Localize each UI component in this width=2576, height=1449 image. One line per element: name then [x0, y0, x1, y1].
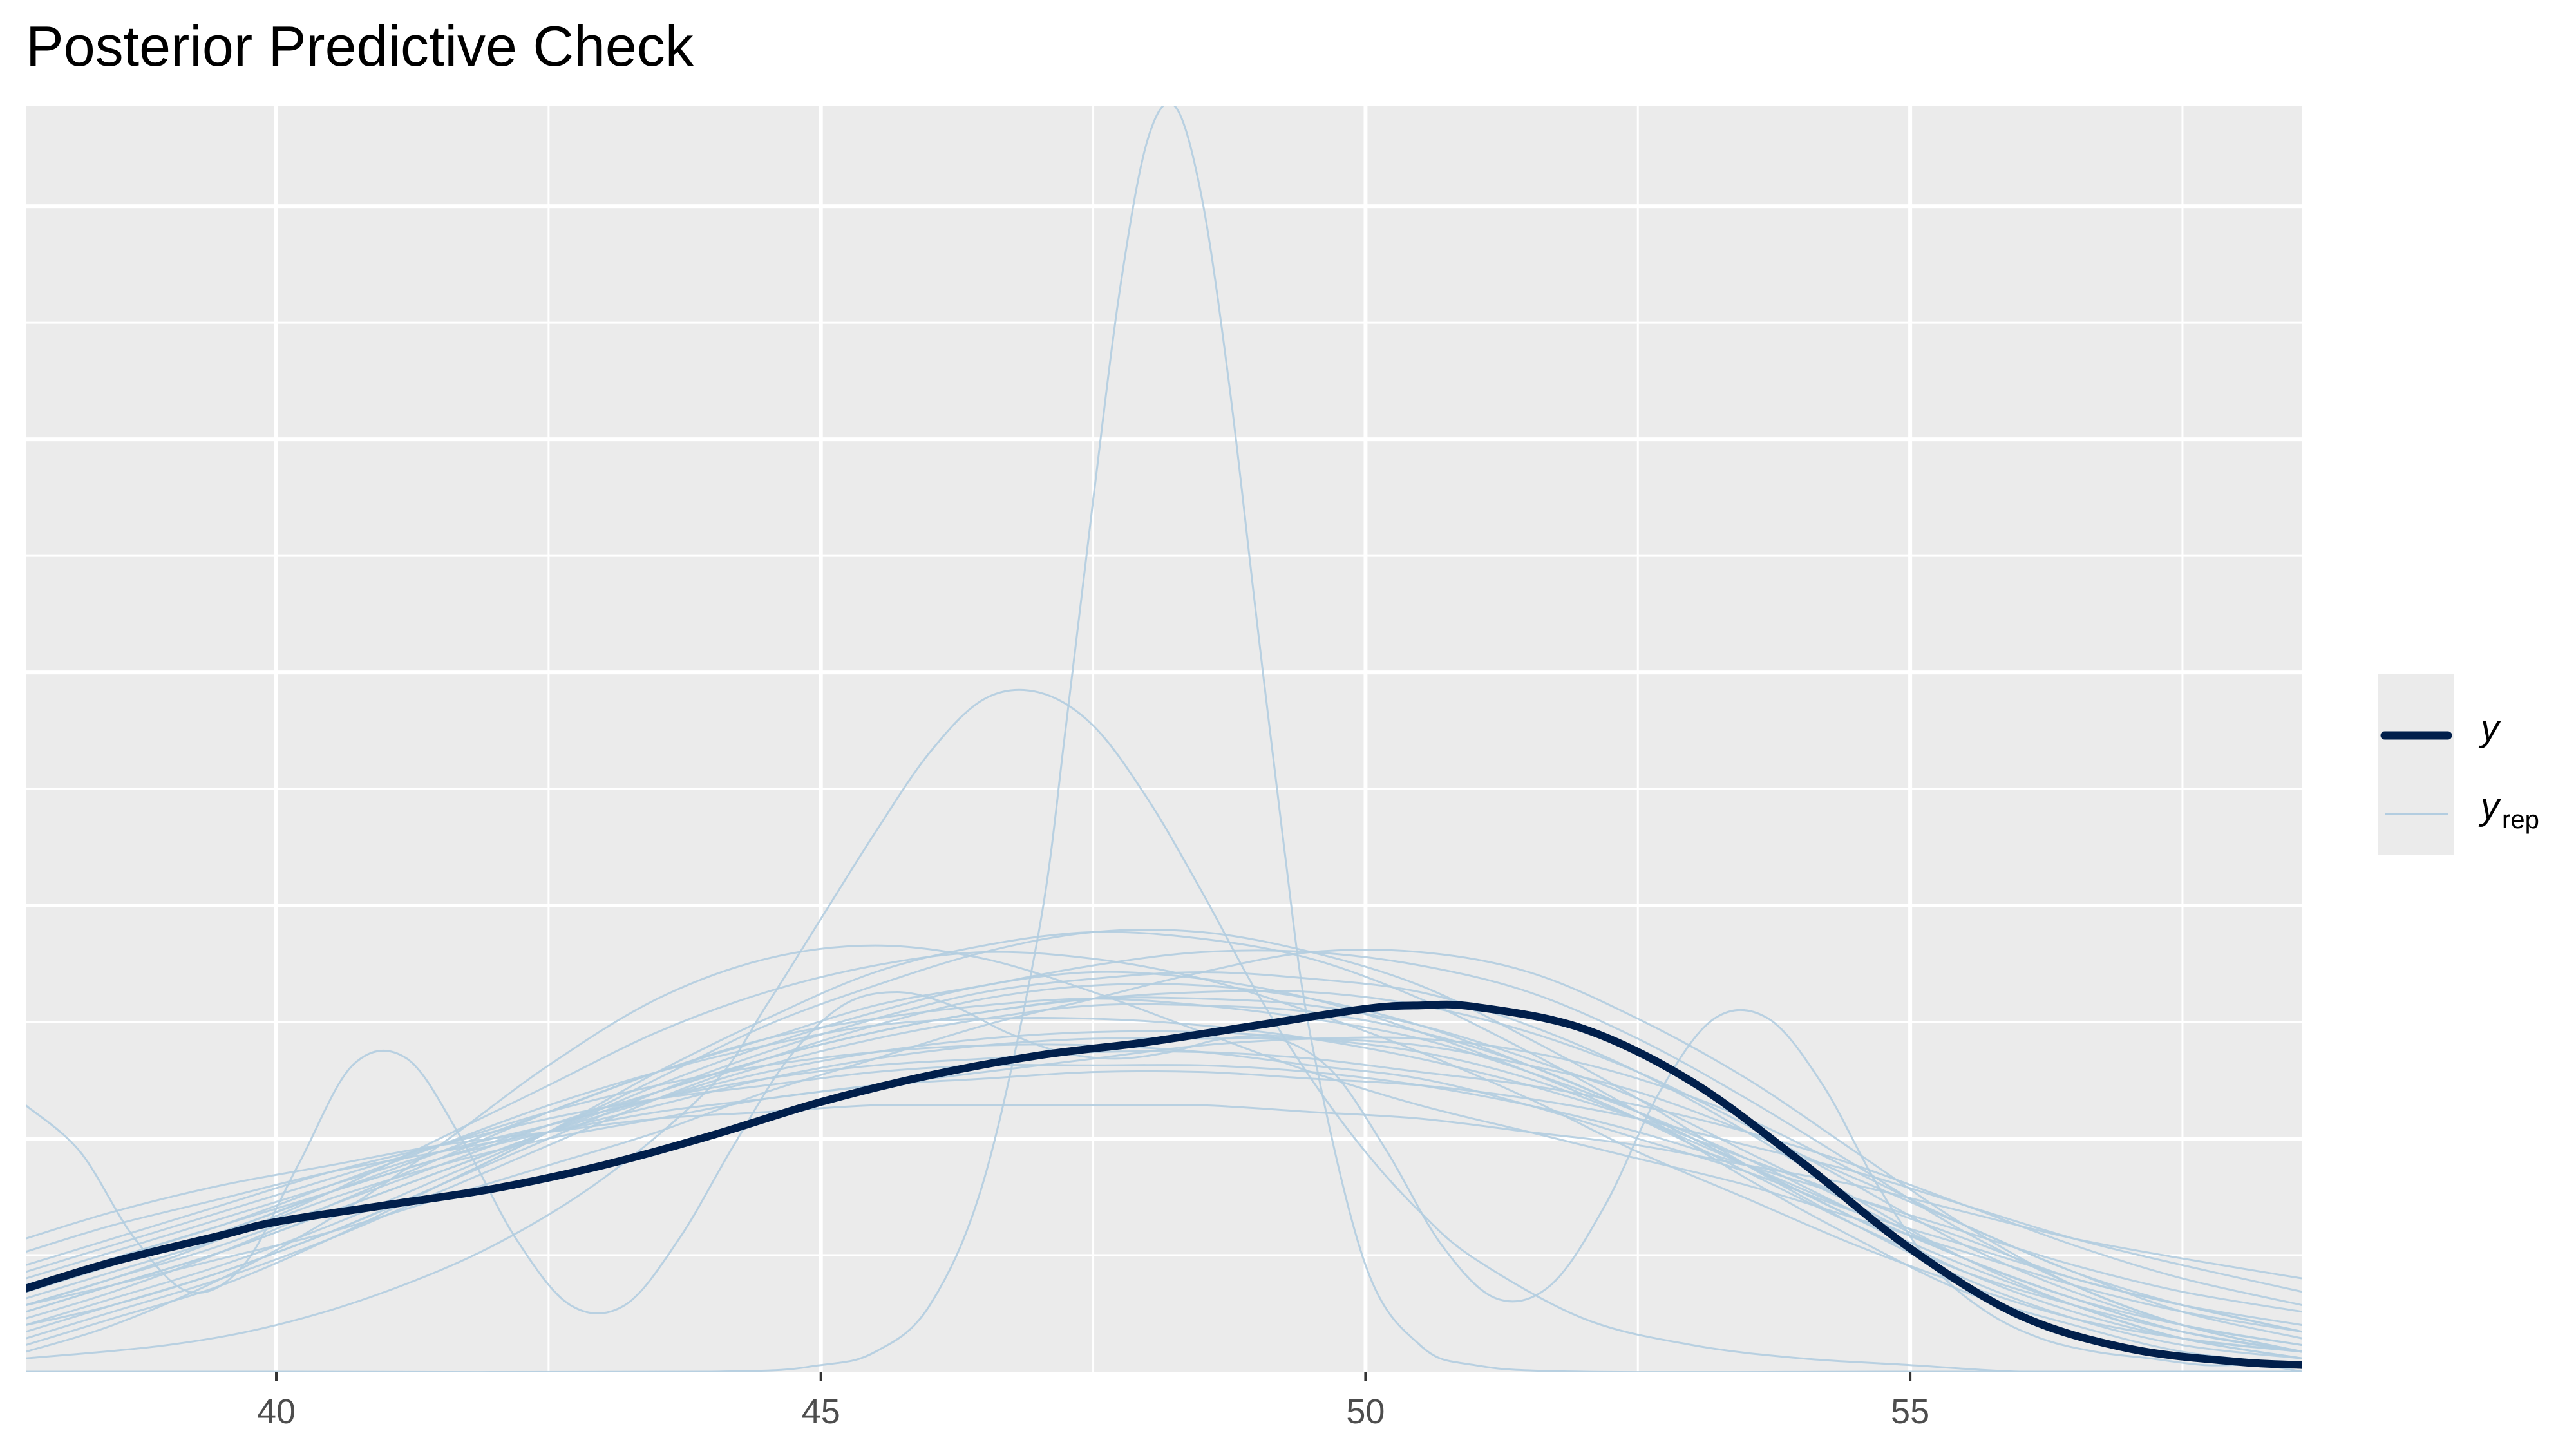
y-rep-density-line-14	[26, 949, 2302, 1353]
legend-label-y-rep: y rep	[2478, 786, 2539, 834]
y-rep-density-line-3	[26, 1064, 2302, 1313]
y-rep-density-line-19	[26, 1017, 2302, 1333]
chart-title: Posterior Predictive Check	[26, 14, 694, 78]
x-tick-label: 50	[1346, 1392, 1385, 1431]
y-rep-density-line-17	[26, 1104, 2302, 1280]
y-rep-density-line-25	[26, 106, 2302, 1372]
grid-layer	[26, 106, 2302, 1372]
y-rep-density-line-6	[26, 996, 2302, 1353]
legend-key-background	[2378, 674, 2454, 855]
plot-panel	[26, 106, 2302, 1372]
x-tick-label: 40	[257, 1392, 296, 1431]
y-rep-density-line-9	[26, 1043, 2302, 1327]
x-axis: 40 45 50 55	[257, 1372, 1929, 1431]
legend: y y rep	[2378, 674, 2539, 855]
legend-label-y-rep-subscript: rep	[2502, 806, 2539, 834]
x-tick-label: 55	[1891, 1392, 1929, 1431]
y-rep-density-line-24	[26, 688, 2302, 1372]
y-rep-density-line-22	[26, 949, 2302, 1353]
legend-label-y: y	[2478, 707, 2501, 749]
y-rep-density-line-12	[26, 1050, 2302, 1307]
legend-label-y-rep-base: y	[2478, 786, 2501, 828]
y-rep-density-line-23	[26, 990, 2302, 1372]
y-observed-density-line	[26, 1000, 2302, 1369]
y-series-layer	[26, 1000, 2302, 1369]
y-rep-density-line-18	[26, 990, 2302, 1347]
y-rep-density-line-11	[26, 998, 2302, 1353]
y-rep-density-line-15	[26, 951, 2302, 1353]
x-tick-label: 45	[802, 1392, 840, 1431]
